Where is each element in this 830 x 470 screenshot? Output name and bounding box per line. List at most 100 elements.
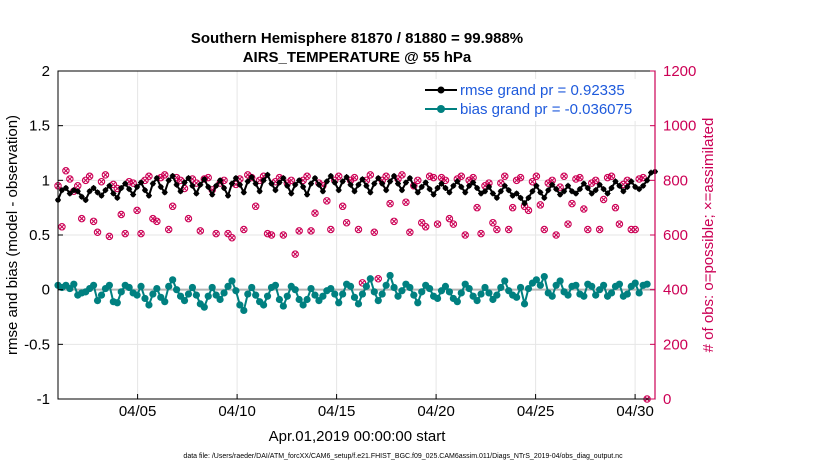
- obs-assimilated-point: [264, 231, 271, 237]
- obs-possible-point: [93, 228, 102, 237]
- obs-assimilated-point: [458, 173, 464, 179]
- rmse-point-star: [138, 179, 145, 186]
- rmse-point-star: [466, 182, 473, 189]
- obs-possible-point: [441, 176, 450, 185]
- obs-assimilated-point: [102, 172, 109, 178]
- rmse-point-star: [481, 188, 488, 195]
- rmse-point-star: [225, 192, 232, 199]
- bias-point: [220, 289, 228, 297]
- legend-rmse-marker: [437, 86, 445, 94]
- rmse-series: [55, 168, 658, 207]
- bias-point: [540, 272, 548, 281]
- bias-point: [271, 281, 280, 289]
- rmse-point-star: [513, 190, 520, 197]
- obs-possible-point: [228, 233, 236, 242]
- obs-assimilated-point: [351, 175, 358, 181]
- obs-assimilated-point: [612, 205, 619, 211]
- bias-point: [224, 282, 232, 290]
- obs-assimilated-point: [478, 231, 484, 237]
- obs-assimilated-point: [312, 210, 318, 216]
- y-right-tick-label: 1200: [663, 63, 696, 80]
- x-tick-label: 04/05: [119, 403, 157, 420]
- bias-point: [133, 291, 141, 299]
- obs-possible-point: [366, 171, 375, 179]
- obs-assimilated-point: [162, 172, 168, 178]
- rmse-point-star: [315, 181, 322, 188]
- bias-point: [283, 292, 291, 300]
- y-tick-label: -1: [37, 391, 50, 408]
- obs-assimilated-point: [185, 216, 192, 222]
- rmse-point-star: [557, 191, 564, 198]
- rmse-point-star: [288, 190, 295, 197]
- rmse-point-star: [640, 182, 647, 189]
- rmse-point-star: [580, 180, 587, 187]
- obs-possible-point: [164, 225, 173, 234]
- obs-assimilated-point: [268, 232, 275, 238]
- obs-possible-point: [307, 227, 315, 235]
- bias-point: [275, 295, 284, 304]
- rmse-point-star: [197, 181, 204, 188]
- obs-possible-point: [117, 210, 126, 219]
- obs-assimilated-point: [221, 177, 227, 183]
- obs-possible-point: [615, 220, 624, 228]
- rmse-point-star: [82, 197, 89, 204]
- rmse-point-star: [414, 189, 421, 196]
- obs-possible-point: [291, 250, 299, 258]
- bias-point: [307, 284, 315, 293]
- rmse-point-star: [363, 182, 370, 189]
- bias-point: [311, 291, 319, 299]
- rmse-point-star: [568, 188, 575, 195]
- obs-assimilated-point: [87, 173, 93, 179]
- bias-point: [600, 281, 608, 289]
- rmse-point-star: [371, 180, 378, 187]
- rmse-point-star: [533, 182, 540, 189]
- rmse-point-star: [553, 186, 560, 193]
- rmse-point-star: [264, 171, 271, 178]
- bias-point: [208, 283, 216, 292]
- x-axis-label: Apr.01,2019 00:00:00 start: [269, 428, 447, 445]
- obs-assimilated-point: [304, 173, 310, 179]
- obs-assimilated-point: [431, 175, 437, 181]
- y-right-tick-label: 600: [663, 227, 688, 244]
- bias-point: [228, 277, 236, 285]
- obs-assimilated-point: [355, 226, 362, 233]
- obs-possible-point: [224, 229, 232, 238]
- rmse-point-star: [521, 200, 528, 207]
- obs-possible-point: [97, 177, 106, 186]
- rmse-point-star: [454, 178, 461, 185]
- obs-assimilated-point: [106, 233, 112, 239]
- rmse-point-star: [248, 174, 255, 181]
- obs-possible-point: [433, 220, 442, 228]
- obs-possible-point: [137, 229, 145, 238]
- rmse-point-star: [612, 178, 619, 185]
- rmse-point-star: [359, 176, 366, 183]
- y-tick-label: 1: [42, 172, 50, 189]
- bias-point: [259, 301, 268, 309]
- rmse-point-star: [632, 183, 639, 190]
- obs-possible-point: [354, 225, 363, 234]
- obs-possible-point: [89, 217, 98, 226]
- rmse-point-star: [272, 187, 279, 194]
- bias-point: [331, 290, 339, 298]
- obs-possible-point: [121, 229, 129, 238]
- rmse-point-star: [280, 175, 287, 182]
- bias-point: [339, 290, 347, 298]
- bias-point: [513, 293, 521, 301]
- bias-point: [362, 282, 370, 290]
- obs-assimilated-point: [415, 177, 421, 183]
- bias-point: [623, 290, 631, 298]
- obs-possible-point: [327, 225, 335, 234]
- rmse-point-star: [78, 193, 85, 200]
- obs-possible-point: [552, 231, 560, 239]
- rmse-point-star: [572, 190, 579, 197]
- rmse-point-star: [509, 192, 516, 199]
- bias-point: [358, 290, 367, 298]
- obs-assimilated-point: [474, 205, 480, 211]
- rmse-point-star: [620, 188, 627, 195]
- bias-point: [370, 288, 378, 296]
- rmse-point-star: [418, 183, 425, 190]
- rmse-point-star: [505, 187, 512, 194]
- bias-point: [366, 275, 374, 283]
- bias-point: [394, 292, 402, 300]
- rmse-point-star: [90, 184, 97, 191]
